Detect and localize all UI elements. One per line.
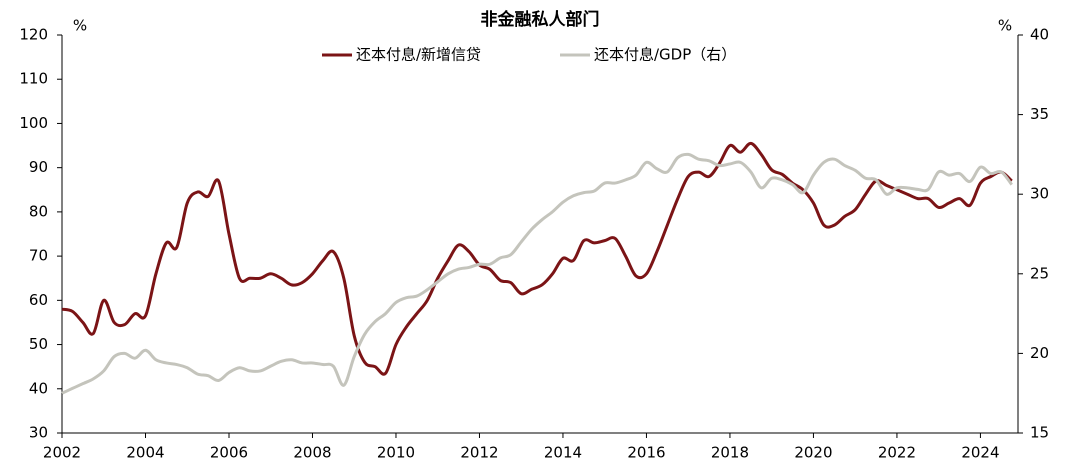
line-series <box>61 141 1013 376</box>
y2-axis-label: % <box>998 17 1012 35</box>
y-tick-label: 100 <box>19 114 48 132</box>
legend-label: 还本付息/新增信贷 <box>356 46 481 64</box>
y2-tick-label: 15 <box>1030 424 1049 442</box>
x-tick-label: 2006 <box>210 444 248 462</box>
y2-tick-label: 25 <box>1030 264 1049 282</box>
x-tick-label: 2004 <box>126 444 164 462</box>
x-tick-label: 2010 <box>377 444 415 462</box>
x-tick-label: 2012 <box>460 444 498 462</box>
x-tick-label: 2016 <box>627 444 665 462</box>
x-tick-label: 2002 <box>43 444 81 462</box>
y2-tick-label: 30 <box>1030 185 1049 203</box>
y-tick-label: 90 <box>29 158 48 176</box>
y-tick-label: 80 <box>29 202 48 220</box>
line-series <box>61 152 1013 395</box>
x-tick-label: 2014 <box>544 444 582 462</box>
y-tick-label: 120 <box>19 26 48 44</box>
y-tick-label: 70 <box>29 247 48 265</box>
x-tick-label: 2020 <box>794 444 832 462</box>
y2-tick-label: 40 <box>1030 26 1049 44</box>
x-tick-label: 2024 <box>961 444 999 462</box>
y2-tick-label: 35 <box>1030 105 1049 123</box>
y-tick-label: 30 <box>29 424 48 442</box>
legend-label: 还本付息/GDP（右） <box>594 46 736 64</box>
x-tick-label: 2018 <box>711 444 749 462</box>
y2-tick-label: 20 <box>1030 344 1049 362</box>
chart-title: 非金融私人部门 <box>481 9 600 30</box>
x-tick-label: 2022 <box>878 444 916 462</box>
y-tick-label: 110 <box>19 70 48 88</box>
y-axis-label: % <box>73 17 87 35</box>
y-tick-label: 40 <box>29 379 48 397</box>
x-tick-label: 2008 <box>293 444 331 462</box>
y-tick-label: 50 <box>29 335 48 353</box>
y-tick-label: 60 <box>29 291 48 309</box>
